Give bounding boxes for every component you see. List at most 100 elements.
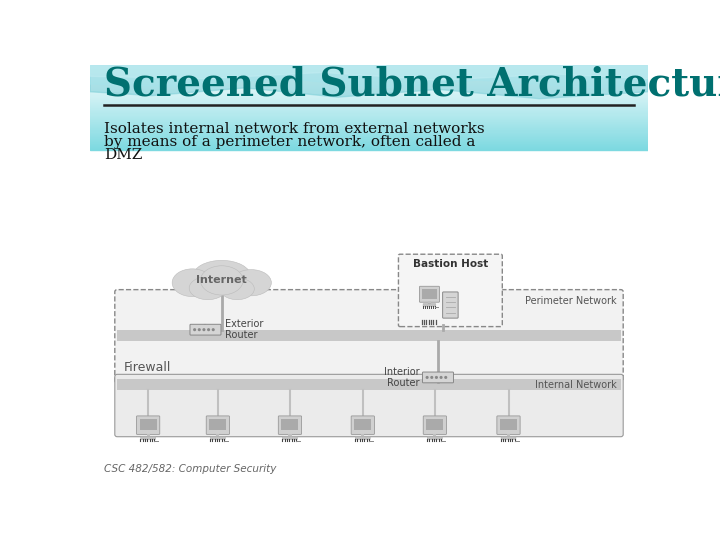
Text: Screened Subnet Architecture: Screened Subnet Architecture	[104, 65, 720, 103]
Bar	[90, 114, 648, 116]
Ellipse shape	[193, 260, 251, 293]
Bar	[90, 69, 648, 70]
Text: by means of a perimeter network, often called a: by means of a perimeter network, often c…	[104, 135, 475, 149]
Bar	[354, 418, 372, 430]
Text: Isolates internal network from external networks: Isolates internal network from external …	[104, 122, 485, 136]
Bar	[500, 418, 517, 430]
Bar	[90, 136, 648, 137]
Bar	[90, 92, 648, 93]
Text: CSC 482/582: Computer Security: CSC 482/582: Computer Security	[104, 464, 276, 475]
Bar	[90, 146, 648, 147]
Bar	[140, 418, 156, 430]
Polygon shape	[90, 65, 648, 80]
Bar	[90, 84, 648, 85]
Text: Perimeter Network: Perimeter Network	[526, 296, 617, 306]
Bar	[90, 106, 648, 107]
Circle shape	[202, 328, 205, 331]
FancyBboxPatch shape	[423, 372, 454, 383]
Ellipse shape	[200, 266, 243, 295]
Bar	[90, 85, 648, 86]
Bar	[433, 434, 436, 437]
Bar	[90, 78, 648, 79]
Bar	[90, 108, 648, 109]
Circle shape	[198, 328, 201, 331]
Bar	[90, 137, 648, 138]
Bar	[90, 125, 648, 126]
Ellipse shape	[172, 269, 212, 296]
Bar	[90, 132, 648, 133]
Bar	[90, 134, 648, 136]
Bar	[90, 118, 648, 119]
Bar	[90, 126, 648, 127]
FancyBboxPatch shape	[428, 436, 442, 440]
FancyBboxPatch shape	[351, 416, 374, 434]
Bar	[90, 130, 648, 131]
Ellipse shape	[189, 276, 226, 300]
Text: Interior
Router: Interior Router	[384, 367, 419, 388]
Polygon shape	[90, 65, 648, 88]
FancyBboxPatch shape	[501, 436, 516, 440]
Bar	[90, 68, 648, 69]
Bar	[90, 76, 648, 77]
Bar	[90, 83, 648, 84]
Bar	[90, 145, 648, 146]
FancyBboxPatch shape	[282, 436, 297, 440]
FancyBboxPatch shape	[206, 416, 230, 434]
Bar	[90, 143, 648, 144]
Bar	[90, 131, 648, 132]
Bar	[90, 124, 648, 125]
Bar	[90, 80, 648, 82]
Bar	[90, 105, 648, 106]
Bar	[90, 107, 648, 108]
Bar	[90, 91, 648, 92]
Bar	[90, 140, 648, 141]
FancyBboxPatch shape	[114, 374, 624, 437]
Bar	[289, 434, 292, 437]
FancyBboxPatch shape	[420, 286, 439, 302]
Bar	[90, 116, 648, 117]
Bar	[90, 109, 648, 110]
Bar	[90, 94, 648, 96]
Bar	[90, 139, 648, 140]
FancyBboxPatch shape	[210, 436, 225, 440]
Bar	[216, 434, 220, 437]
Circle shape	[439, 376, 443, 379]
Bar	[90, 144, 648, 145]
FancyBboxPatch shape	[356, 436, 370, 440]
Ellipse shape	[220, 278, 254, 300]
Bar	[90, 75, 648, 76]
Bar	[90, 120, 648, 121]
Bar	[90, 89, 648, 90]
Bar	[90, 142, 648, 143]
Text: Internal Network: Internal Network	[535, 381, 617, 390]
Bar	[90, 73, 648, 75]
FancyBboxPatch shape	[497, 416, 520, 434]
FancyBboxPatch shape	[137, 416, 160, 434]
Text: Firewall: Firewall	[123, 361, 171, 374]
Bar	[90, 82, 648, 83]
Bar	[90, 127, 648, 129]
Bar	[90, 133, 648, 134]
Bar	[117, 330, 621, 341]
Text: Bastion Host: Bastion Host	[413, 259, 488, 269]
Bar	[90, 121, 648, 122]
Bar	[90, 98, 648, 99]
Bar	[422, 289, 436, 299]
Bar	[90, 65, 648, 66]
Ellipse shape	[231, 269, 271, 296]
Bar	[90, 129, 648, 130]
FancyBboxPatch shape	[279, 416, 302, 434]
Bar	[90, 123, 648, 124]
Bar	[90, 99, 648, 100]
Bar	[90, 86, 648, 87]
FancyBboxPatch shape	[190, 325, 221, 335]
Bar	[282, 418, 298, 430]
Circle shape	[444, 376, 447, 379]
Circle shape	[435, 376, 438, 379]
Text: DMZ: DMZ	[104, 148, 143, 162]
Bar	[90, 103, 648, 104]
Bar	[90, 70, 648, 71]
FancyBboxPatch shape	[114, 289, 624, 383]
Circle shape	[207, 328, 210, 331]
Circle shape	[431, 376, 433, 379]
